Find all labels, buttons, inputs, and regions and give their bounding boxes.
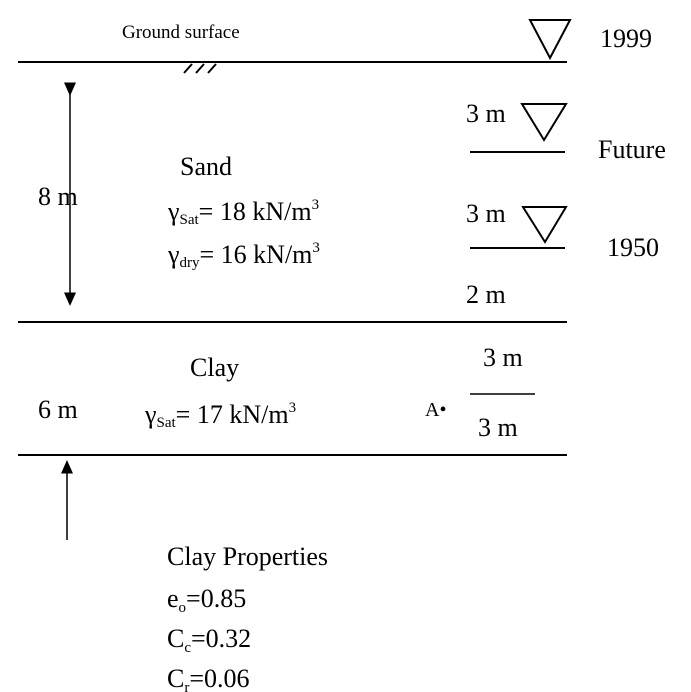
text: = 18 kN/m [199,197,312,226]
depth-label: 3 m [483,343,523,372]
subscript: r [184,680,189,692]
depth-label: 3 m [466,199,506,228]
subscript: o [179,600,187,616]
water-table-symbol [520,103,568,142]
text: =0.85 [186,584,246,613]
water-table-symbol [528,19,572,61]
text: = 16 kN/m [200,240,313,269]
symbol: C [167,664,184,692]
superscript: 3 [312,197,320,213]
ground-surface-label: Ground surface [122,22,240,43]
text: =0.32 [191,624,251,653]
symbol: e [167,584,179,613]
year-label: 1999 [600,24,652,53]
text: = 17 kN/m [176,400,289,429]
subscript: dry [180,255,200,271]
point-label: A• [425,399,446,421]
depth-label: 2 m [466,280,506,309]
symbol: γ [167,240,180,269]
unit-weight: γdry= 16 kN/m3 [167,240,320,271]
text: =0.06 [189,664,249,692]
year-label: 1950 [607,233,659,262]
properties-title: Clay Properties [167,542,328,571]
property: eo=0.85 [167,584,246,616]
symbol: γ [144,400,157,429]
depth-label: 3 m [466,99,506,128]
property: Cc=0.32 [167,624,251,656]
thickness-label: 6 m [38,395,78,424]
subscript: Sat [180,212,200,228]
subscript: c [184,640,191,656]
property: Cr=0.06 [167,664,250,692]
subscript: Sat [157,415,177,431]
hatch [183,63,217,74]
water-table-symbol [521,206,568,244]
layer-name: Clay [190,353,239,382]
unit-weight: γSat= 18 kN/m3 [167,197,319,228]
unit-weight: γSat= 17 kN/m3 [144,400,296,431]
superscript: 3 [312,240,320,256]
symbol: C [167,624,184,653]
superscript: 3 [289,400,297,416]
depth-label: 3 m [478,413,518,442]
year-label: Future [598,135,666,164]
symbol: γ [167,197,180,226]
thickness-label: 8 m [38,182,78,211]
layer-name: Sand [180,152,232,181]
